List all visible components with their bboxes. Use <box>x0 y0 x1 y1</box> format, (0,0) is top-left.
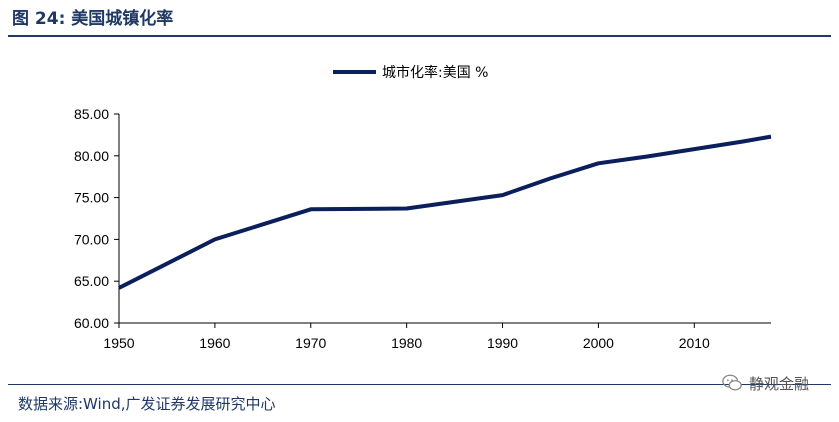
watermark-text: 静观金融 <box>748 374 809 393</box>
y-tick-label: 70.00 <box>74 231 109 247</box>
x-tick-label: 1960 <box>199 335 230 351</box>
x-tick-label: 1990 <box>487 335 518 351</box>
x-tick-label: 2010 <box>679 335 710 351</box>
x-tick-label: 1970 <box>295 335 326 351</box>
line-chart: 城市化率:美国 % 60.00 65.00 70.00 75.00 80.00 85.00… <box>74 64 772 351</box>
y-tick-label: 65.00 <box>74 273 109 289</box>
series-line-us-urbanization <box>118 134 772 290</box>
y-tick-label: 75.00 <box>74 190 109 206</box>
figure-title: 图 24: 美国城镇化率 <box>12 9 174 29</box>
x-tick-label: 2000 <box>583 335 614 351</box>
legend: 城市化率:美国 % <box>333 64 488 81</box>
axes <box>118 114 771 324</box>
y-axis-ticks: 60.00 65.00 70.00 75.00 80.00 85.00 <box>74 106 119 331</box>
y-tick-label: 60.00 <box>74 315 109 331</box>
title-rule <box>8 35 831 37</box>
y-tick-label: 80.00 <box>74 148 109 164</box>
x-axis-ticks: 1950 1960 1970 1980 1990 2000 2010 <box>103 323 710 351</box>
source-rule <box>8 384 831 385</box>
x-tick-label: 1980 <box>391 335 422 351</box>
x-tick-label: 1950 <box>103 335 134 351</box>
legend-label: 城市化率:美国 % <box>382 64 488 81</box>
wechat-icon <box>722 374 742 391</box>
watermark: 静观金融 <box>721 372 809 394</box>
source-note: 数据来源:Wind,广发证券发展研究中心 <box>18 395 276 413</box>
y-tick-label: 85.00 <box>74 106 109 122</box>
